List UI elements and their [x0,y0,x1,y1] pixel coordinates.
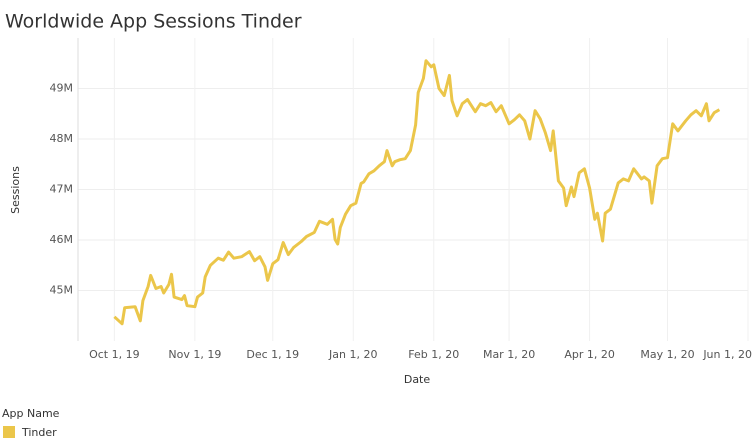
x-tick-label: Mar 1, 20 [483,348,535,361]
line [113,59,721,326]
y-tick-label: 45M [50,284,74,297]
x-tick-label: Jun 1, 20 [702,348,752,361]
x-tick-label: Feb 1, 20 [408,348,459,361]
x-tick-label: Dec 1, 19 [246,348,299,361]
y-tick-label: 49M [50,82,74,95]
y-tick-label: 47M [50,183,74,196]
legend-label: Tinder [21,426,57,439]
x-tick-label: Apr 1, 20 [564,348,615,361]
x-axis-title: Date [404,373,431,386]
x-tick-label: Jan 1, 20 [328,348,377,361]
x-tick-label: May 1, 20 [640,348,694,361]
y-tick-label: 46M [50,233,74,246]
x-tick-label: Nov 1, 19 [168,348,221,361]
legend-swatch [3,426,15,438]
y-axis-title: Sessions [9,166,22,214]
y-tick-label: 48M [50,132,74,145]
legend-title: App Name [2,407,60,420]
x-tick-label: Oct 1, 19 [89,348,140,361]
chart-title: Worldwide App Sessions Tinder [5,11,302,33]
